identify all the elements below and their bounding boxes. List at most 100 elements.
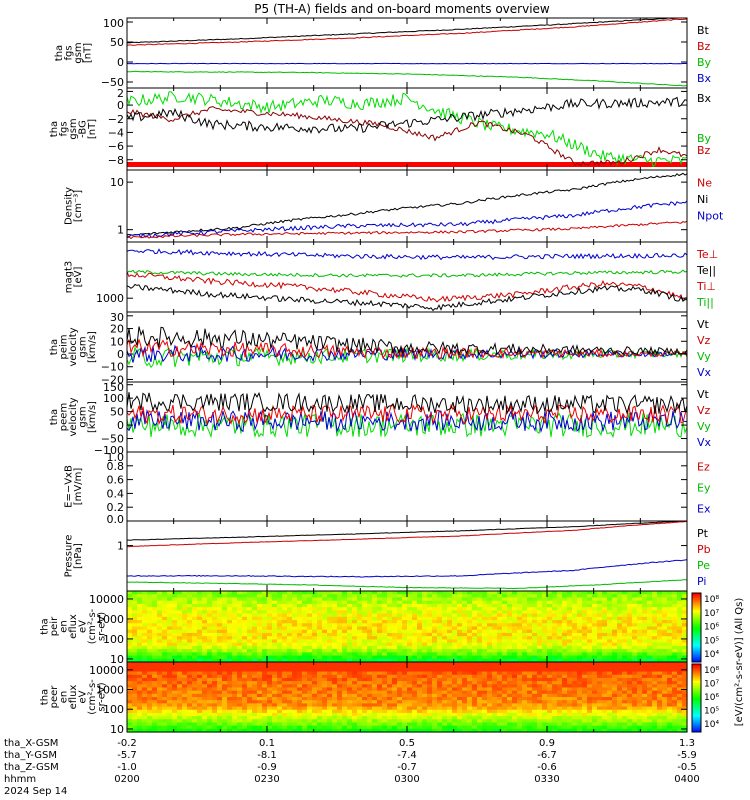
spectrogram-cell (347, 610, 353, 615)
spectrogram-cell (317, 632, 323, 637)
spectrogram-cell (577, 620, 583, 624)
spectrogram-cell (312, 709, 318, 714)
spectrogram-cell (662, 658, 668, 663)
spectrogram-cell (632, 591, 638, 595)
spectrogram-cell (507, 662, 513, 666)
spectrogram-cell (462, 610, 468, 615)
spectrogram-cell (252, 671, 258, 676)
spectrogram-cell (412, 655, 418, 660)
spectrogram-cell (417, 636, 423, 641)
spectrogram-cell (407, 642, 413, 647)
spectrogram-cell (217, 623, 223, 628)
spectrogram-cell (347, 591, 353, 595)
spectrogram-cell (152, 712, 158, 717)
spectrogram-cell (632, 649, 638, 653)
spectrogram-cell (562, 690, 568, 695)
spectrogram-cell (347, 681, 353, 685)
spectrogram-cell (427, 607, 433, 611)
spectrogram-cell (632, 603, 638, 608)
spectrogram-cell (607, 668, 613, 673)
spectrogram-cell (457, 607, 463, 611)
spectrogram-cell (332, 700, 338, 704)
spectrogram-cell (497, 697, 503, 701)
spectrogram-cell (522, 620, 528, 624)
y-axis-label: magt3 (63, 261, 74, 294)
spectrogram-cell (572, 671, 578, 676)
spectrogram-cell (212, 629, 218, 634)
spectrogram-cell (127, 677, 133, 682)
spectrogram-cell (252, 603, 258, 608)
spectrogram-cell (437, 693, 443, 698)
spectrogram-cell (627, 591, 633, 595)
spectrogram-cell (147, 665, 153, 669)
spectrogram-cell (532, 603, 538, 608)
spectrogram-cell (462, 684, 468, 689)
spectrogram-cell (457, 639, 463, 644)
spectrogram-cell (382, 639, 388, 644)
spectrogram-cell (347, 706, 353, 711)
spectrogram-cell (557, 629, 563, 634)
spectrogram-cell (312, 658, 318, 663)
spectrogram-cell (307, 591, 313, 595)
spectrogram-cell (372, 658, 378, 663)
spectrogram-cell (367, 674, 373, 679)
spectrogram-cell (477, 668, 483, 673)
spectrogram-cell (602, 623, 608, 628)
spectrogram-cell (547, 684, 553, 689)
spectrogram-cell (277, 662, 283, 666)
spectrogram-cell (372, 620, 378, 624)
spectrogram-cell (462, 594, 468, 599)
spectrogram-cell (387, 642, 393, 647)
spectrogram-cell (252, 613, 258, 618)
spectrogram-cell (152, 594, 158, 599)
spectrogram-cell (347, 607, 353, 611)
spectrogram-cell (397, 642, 403, 647)
spectrogram-cell (442, 722, 448, 727)
spectrogram-cell (412, 677, 418, 682)
spectrogram-cell (437, 645, 443, 650)
spectrogram-cell (167, 603, 173, 608)
spectrogram-cell (502, 662, 508, 666)
spectrogram-cell (577, 700, 583, 704)
spectrogram-cell (327, 687, 333, 692)
spectrogram-cell (372, 652, 378, 657)
spectrogram-cell (362, 616, 368, 621)
spectrogram-cell (507, 722, 513, 727)
spectrogram-cell (597, 613, 603, 618)
spectrogram-cell (467, 594, 473, 599)
spectrogram-cell (367, 652, 373, 657)
spectrogram-cell (497, 693, 503, 698)
spectrogram-cell (607, 652, 613, 657)
spectrogram-cell (137, 629, 143, 634)
spectrogram-cell (332, 620, 338, 624)
spectrogram-cell (247, 674, 253, 679)
spectrogram-cell (487, 665, 493, 669)
spectrogram-cell (197, 632, 203, 637)
spectrogram-cell (602, 636, 608, 641)
spectrogram-cell (507, 703, 513, 708)
spectrogram-cell (597, 610, 603, 615)
spectrogram-cell (337, 645, 343, 650)
spectrogram-cell (182, 693, 188, 698)
spectrogram-cell (247, 700, 253, 704)
spectrogram-cell (337, 706, 343, 711)
y-axis-label: -BG (78, 120, 89, 138)
spectrogram-cell (347, 671, 353, 676)
spectrogram-cell (382, 712, 388, 717)
spectrogram-cell (187, 623, 193, 628)
spectrogram-cell (622, 658, 628, 663)
spectrogram-cell (407, 620, 413, 624)
spectrogram-cell (232, 594, 238, 599)
spectrogram-cell (297, 719, 303, 724)
spectrogram-cell (357, 649, 363, 653)
spectrogram-cell (137, 597, 143, 602)
spectrogram-cell (462, 639, 468, 644)
spectrogram-cell (597, 665, 603, 669)
spectrogram-cell (572, 662, 578, 666)
spectrogram-cell (437, 613, 443, 618)
spectrogram-cell (302, 642, 308, 647)
panel-frame (126, 451, 688, 522)
spectrogram-cell (547, 594, 553, 599)
spectrogram-cell (487, 687, 493, 692)
spectrogram-cell (397, 600, 403, 605)
